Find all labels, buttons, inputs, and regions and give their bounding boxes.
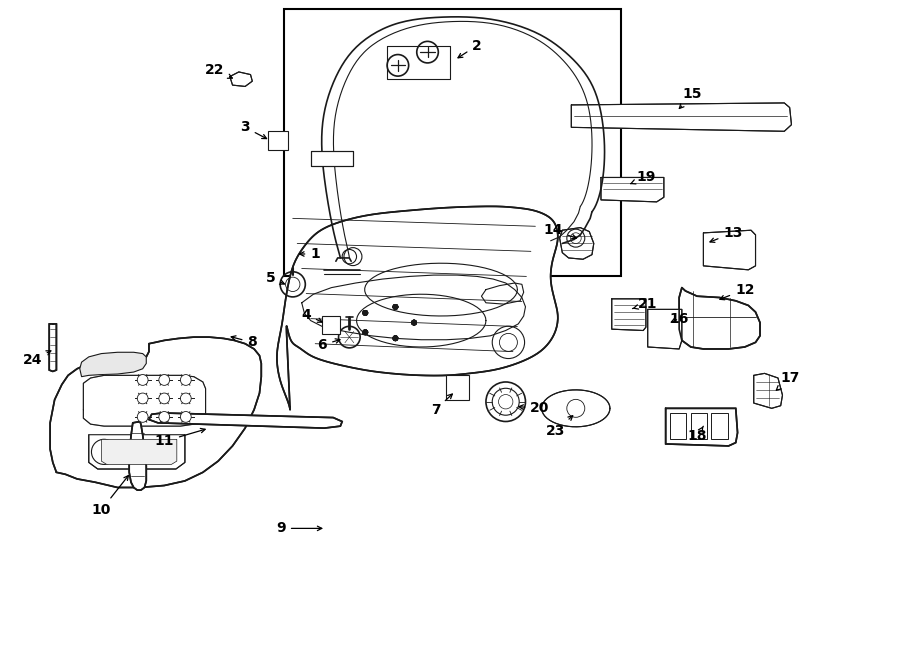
Polygon shape (149, 413, 342, 428)
Polygon shape (560, 227, 594, 259)
Text: 16: 16 (670, 311, 688, 326)
Bar (446, 375, 469, 401)
Circle shape (158, 375, 169, 385)
Text: 15: 15 (680, 87, 702, 108)
Circle shape (363, 330, 368, 335)
Circle shape (392, 336, 398, 341)
Circle shape (363, 310, 368, 315)
Text: 23: 23 (546, 416, 572, 438)
Text: 12: 12 (720, 283, 754, 299)
Bar (670, 413, 687, 440)
Circle shape (138, 412, 148, 422)
Text: 17: 17 (777, 371, 799, 390)
Circle shape (158, 412, 169, 422)
Text: 8: 8 (231, 335, 257, 350)
Text: 4: 4 (302, 307, 322, 323)
Polygon shape (753, 373, 782, 408)
Polygon shape (601, 177, 664, 202)
Text: 14: 14 (544, 223, 576, 239)
Polygon shape (680, 288, 760, 349)
Circle shape (363, 330, 368, 335)
Text: 21: 21 (633, 297, 657, 311)
Circle shape (392, 304, 398, 309)
Polygon shape (277, 206, 558, 410)
Polygon shape (666, 408, 738, 446)
Circle shape (411, 320, 417, 325)
Circle shape (392, 336, 398, 341)
Polygon shape (612, 299, 646, 330)
Circle shape (363, 330, 368, 335)
Polygon shape (50, 337, 261, 487)
Text: 19: 19 (631, 171, 655, 184)
Circle shape (363, 330, 368, 335)
Circle shape (392, 336, 398, 341)
Circle shape (180, 375, 191, 385)
Text: 5: 5 (266, 271, 284, 285)
Circle shape (363, 330, 368, 335)
Circle shape (158, 393, 169, 404)
Text: 1: 1 (300, 247, 320, 261)
Bar (322, 316, 340, 334)
Circle shape (411, 320, 417, 325)
Text: 13: 13 (710, 226, 742, 243)
Bar (712, 413, 728, 440)
Circle shape (363, 310, 368, 315)
Text: 11: 11 (155, 428, 205, 448)
Circle shape (392, 336, 398, 341)
Polygon shape (50, 324, 57, 371)
Circle shape (180, 412, 191, 422)
Circle shape (363, 310, 368, 315)
Polygon shape (130, 422, 147, 490)
Circle shape (363, 310, 368, 315)
Text: 7: 7 (431, 394, 453, 416)
Circle shape (411, 320, 417, 325)
Polygon shape (542, 390, 610, 427)
Circle shape (411, 320, 417, 325)
Text: 10: 10 (92, 476, 129, 517)
Polygon shape (84, 375, 205, 426)
Circle shape (138, 393, 148, 404)
Circle shape (363, 310, 368, 315)
Polygon shape (230, 72, 252, 87)
Circle shape (392, 304, 398, 309)
Circle shape (411, 320, 417, 325)
Circle shape (180, 393, 191, 404)
Text: 6: 6 (318, 338, 340, 352)
Bar (284, 9, 621, 276)
Polygon shape (80, 352, 147, 377)
Polygon shape (704, 230, 755, 270)
Polygon shape (310, 151, 353, 166)
Circle shape (411, 320, 417, 325)
Circle shape (392, 304, 398, 309)
Text: 9: 9 (276, 522, 322, 535)
Circle shape (363, 310, 368, 315)
Circle shape (392, 336, 398, 341)
Polygon shape (326, 269, 355, 279)
Text: 3: 3 (240, 120, 266, 139)
Text: 18: 18 (688, 426, 706, 443)
Bar (691, 413, 707, 440)
Circle shape (486, 382, 526, 422)
Text: 22: 22 (205, 63, 232, 78)
Circle shape (392, 304, 398, 309)
Polygon shape (89, 435, 184, 469)
Circle shape (392, 304, 398, 309)
Text: 24: 24 (22, 351, 51, 367)
Text: 20: 20 (519, 401, 550, 415)
Bar (268, 132, 288, 150)
Circle shape (363, 330, 368, 335)
Circle shape (138, 375, 148, 385)
Polygon shape (648, 309, 682, 349)
Text: 2: 2 (458, 38, 482, 58)
Polygon shape (572, 103, 791, 132)
Circle shape (392, 304, 398, 309)
Polygon shape (102, 440, 176, 465)
Circle shape (392, 336, 398, 341)
